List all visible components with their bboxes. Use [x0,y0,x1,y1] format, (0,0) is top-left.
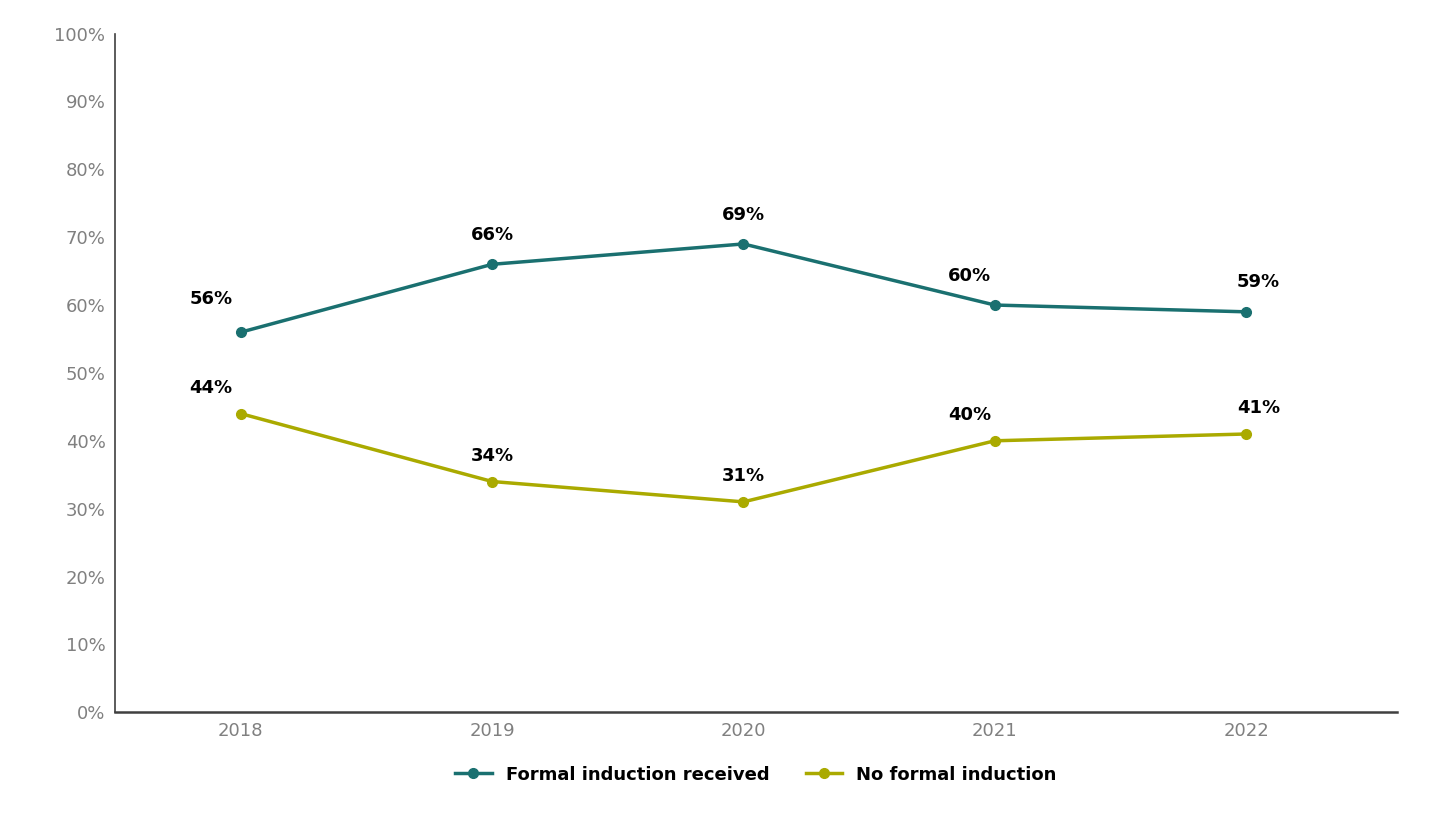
Line: Formal induction received: Formal induction received [236,239,1251,337]
Text: 60%: 60% [948,266,991,285]
Legend: Formal induction received, No formal induction: Formal induction received, No formal ind… [448,758,1064,792]
Text: 66%: 66% [471,226,514,244]
Text: 56%: 56% [189,291,232,308]
Text: 31%: 31% [721,467,765,485]
Text: 59%: 59% [1237,273,1280,292]
No formal induction [986,436,1004,446]
Formal induction received [986,300,1004,310]
No formal induction [484,477,501,487]
No formal induction [734,497,752,507]
Text: 40%: 40% [948,406,991,424]
No formal induction [1237,429,1254,439]
Text: 34%: 34% [471,447,514,464]
Formal induction received [484,259,501,269]
Text: 44%: 44% [189,379,232,396]
Formal induction received [734,239,752,249]
No formal induction [232,409,249,419]
Text: 69%: 69% [721,205,765,224]
Line: No formal induction: No formal induction [236,409,1251,507]
Formal induction received [1237,307,1254,317]
Formal induction received [232,327,249,337]
Text: 41%: 41% [1237,399,1280,417]
